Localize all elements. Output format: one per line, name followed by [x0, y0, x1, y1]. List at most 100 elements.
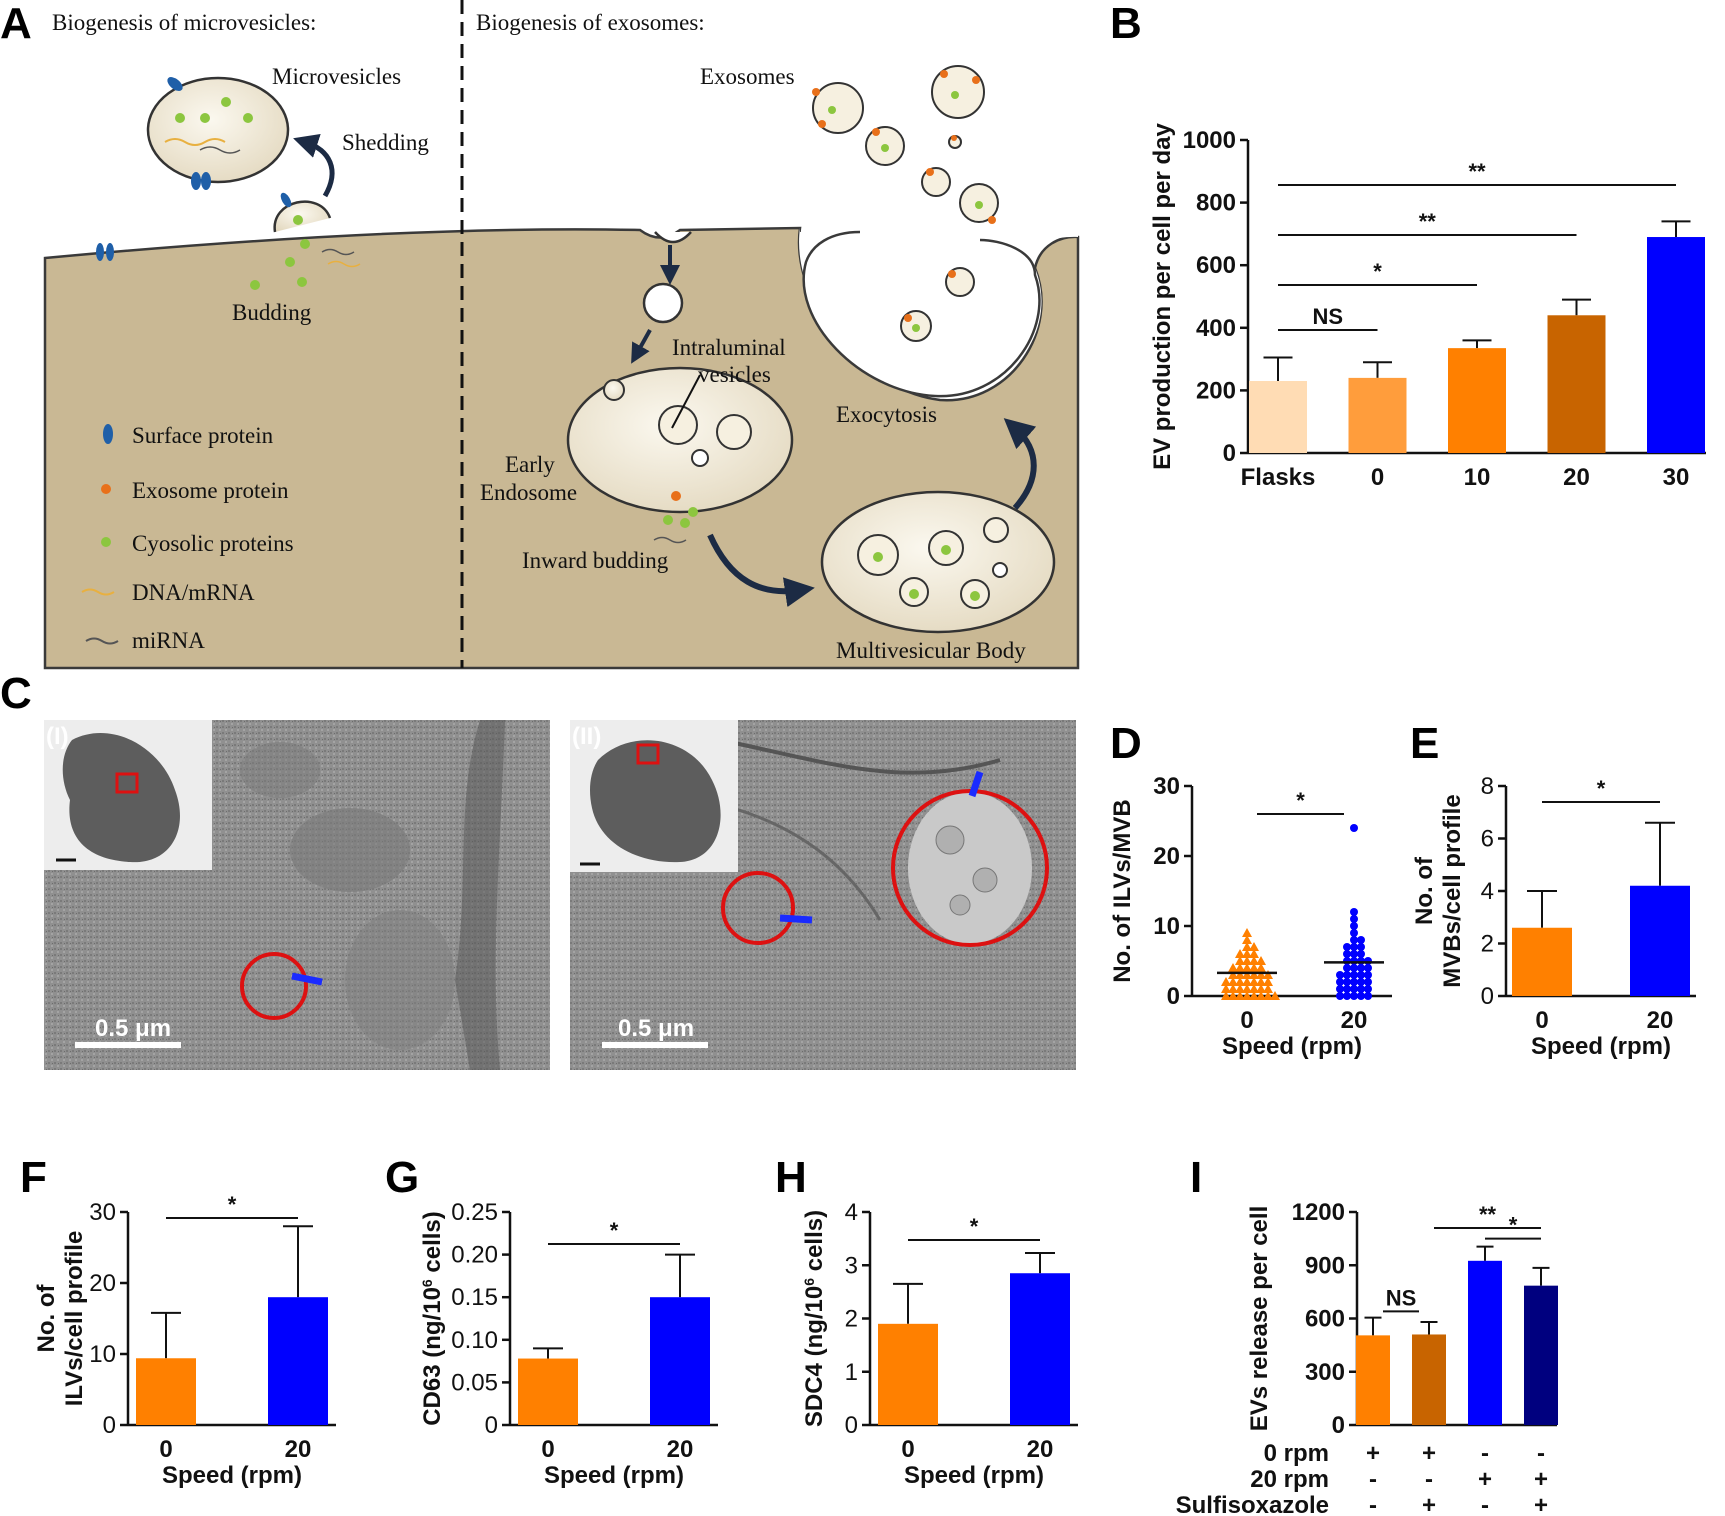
panel-letter-g: G: [385, 1153, 419, 1202]
cytosolic-dot: [909, 589, 919, 599]
scatter-point: [1256, 977, 1266, 986]
mvb-circle-i: [240, 952, 308, 1020]
exosome: [812, 82, 864, 134]
scatter-point: [1228, 970, 1238, 979]
y-axis-label: SDC4 (ng/106 cells): [801, 1210, 828, 1427]
scatter-point: [1263, 984, 1273, 993]
scatter-point: [1221, 991, 1231, 1000]
y-tick-label: 30: [1153, 773, 1180, 800]
scatter-point: [1343, 964, 1351, 972]
label-exocytosis: Exocytosis: [836, 402, 937, 427]
scatter-point: [1343, 950, 1351, 958]
x-tick-label: 20: [1341, 1007, 1368, 1034]
scatter-point: [1270, 991, 1280, 1000]
y-axis-label: CD63 (ng/106 cells): [419, 1211, 446, 1426]
y-tick-label: 600: [1196, 252, 1236, 279]
x-axis-label: Speed (rpm): [904, 1462, 1044, 1489]
inset-cell-i: [62, 733, 180, 863]
x-tick-label: 0: [159, 1436, 172, 1463]
bar: [1249, 381, 1307, 453]
y-tick-label: 0: [103, 1412, 116, 1439]
label-intraluminal-2: vesicles: [698, 362, 771, 387]
panel-letter-i: I: [1190, 1153, 1202, 1202]
condition-mark: -: [1369, 1492, 1377, 1516]
scatter-point: [1350, 978, 1358, 986]
surface-protein: [280, 192, 292, 208]
mvb-ilv: [992, 562, 1008, 578]
scatter-point: [1242, 942, 1252, 951]
scatter-point: [1357, 936, 1365, 944]
bar: [1630, 885, 1690, 996]
y-tick-label: 20: [89, 1270, 116, 1297]
scatter-point: [1350, 929, 1358, 937]
y-tick-label: 0.20: [451, 1242, 498, 1269]
scatter-point: [1350, 943, 1358, 951]
y-tick-label: 1: [845, 1359, 858, 1386]
inset-cell-ii: [590, 740, 721, 863]
label-early-2: Endosome: [480, 480, 577, 505]
x-tick-label: 0: [1371, 464, 1384, 491]
cytosolic-dot: [285, 257, 295, 267]
panel-letter-b: B: [1110, 0, 1142, 48]
label-budding: Budding: [232, 300, 312, 325]
bar: [136, 1358, 196, 1425]
em-arrow-ii-large: [968, 770, 984, 798]
bar: [518, 1358, 578, 1425]
scatter-point: [1364, 964, 1372, 972]
er-membrane: [719, 738, 1001, 775]
scatter-point: [1242, 984, 1252, 993]
shedding-arrow: [293, 133, 335, 198]
y-tick-label: 4: [845, 1199, 858, 1226]
condition-mark: -: [1481, 1440, 1489, 1467]
x-axis-label: Speed (rpm): [1531, 1033, 1671, 1060]
significance-label: **: [1419, 209, 1437, 234]
x-tick-label: 20: [1563, 464, 1590, 491]
x-tick-label: 0: [1535, 1007, 1548, 1034]
scale-label-i: 0.5 μm: [95, 1015, 171, 1042]
x-tick-label: 0: [1240, 1007, 1253, 1034]
scatter-point: [1228, 991, 1238, 1000]
mitochondrion: [240, 742, 320, 798]
significance-label: *: [1373, 259, 1382, 284]
condition-mark: +: [1422, 1492, 1436, 1516]
scatter-point: [1249, 956, 1259, 965]
y-tick-label: 0.15: [451, 1284, 498, 1311]
y-tick-label: 8: [1481, 773, 1494, 800]
scatter-point: [1228, 977, 1238, 986]
condition-mark: +: [1478, 1466, 1492, 1493]
scatter-point: [1242, 956, 1252, 965]
surface-protein: [201, 172, 211, 190]
x-tick-label: 20: [667, 1436, 694, 1463]
bar: [1348, 377, 1407, 453]
x-tick-label: Flasks: [1241, 464, 1316, 491]
x-axis-label: Speed (rpm): [1222, 1033, 1362, 1060]
panel-letter-c: C: [0, 669, 32, 718]
surface-protein: [96, 243, 104, 261]
x-axis-label: Speed (rpm): [162, 1462, 302, 1489]
panel-letter-a: A: [0, 0, 32, 48]
scatter-point: [1343, 992, 1351, 1000]
panel-letter-d: D: [1110, 719, 1142, 768]
scatter-point: [1235, 949, 1245, 958]
title-exosomes: Biogenesis of exosomes:: [476, 10, 705, 35]
condition-mark: -: [1369, 1466, 1377, 1493]
scatter-point: [1364, 985, 1372, 993]
mvb-lumen-ii: [908, 792, 1032, 944]
scatter-point: [1336, 992, 1344, 1000]
scale-label-ii: 0.5 μm: [618, 1015, 694, 1042]
x-tick-label: 20: [285, 1436, 312, 1463]
scatter-point: [1350, 964, 1358, 972]
scatter-point: [1336, 985, 1344, 993]
mv-cytosolic: [221, 97, 231, 107]
scatter-point: [1249, 991, 1259, 1000]
significance-label: *: [1296, 788, 1305, 813]
scatter-point: [1249, 963, 1259, 972]
ilv: [716, 414, 752, 450]
cytosolic-dot: [250, 280, 260, 290]
scatter-point: [1256, 956, 1266, 965]
label-microvesicles: Microvesicles: [272, 64, 401, 89]
exosome-cargo: [812, 70, 996, 332]
early-vesicle: [642, 282, 684, 324]
